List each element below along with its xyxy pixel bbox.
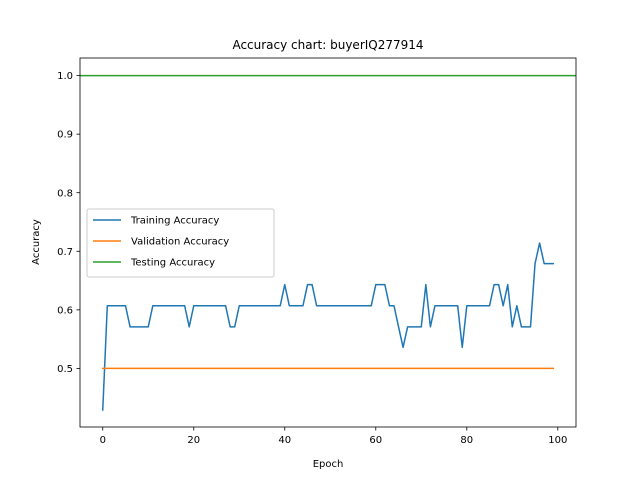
plot-area [80,74,576,411]
y-tick-label: 0.6 [57,305,73,316]
legend: Training Accuracy Validation Accuracy Test… [86,208,275,278]
legend-box [86,208,275,278]
y-tick-label: 0.5 [57,364,73,375]
legend-label-1: Validation Accuracy [131,237,229,248]
chart-title: Accuracy chart: buyerIQ277914 [232,38,423,52]
x-tick-label: 100 [548,435,567,446]
axes: 0 20 40 60 80 100 0.5 0.6 0.7 0.8 0.9 1.0 [57,57,577,446]
legend-label-0: Training Accuracy [130,216,219,227]
y-tick-label: 1.0 [57,71,73,82]
y-tick-label: 0.8 [57,188,73,199]
y-tick-label: 0.9 [57,130,73,141]
x-tick-label: 20 [187,435,200,446]
legend-label-2: Testing Accuracy [130,258,215,269]
x-axis-label: Epoch [313,459,344,470]
x-tick-label: 60 [369,435,382,446]
x-tick-label: 40 [278,435,291,446]
series-line-0 [101,242,554,411]
x-tick-label: 0 [100,435,106,446]
y-tick-label: 0.7 [57,247,73,258]
x-tick-label: 80 [460,435,473,446]
y-axis-label: Accuracy [31,219,42,265]
plot-frame [79,57,577,428]
